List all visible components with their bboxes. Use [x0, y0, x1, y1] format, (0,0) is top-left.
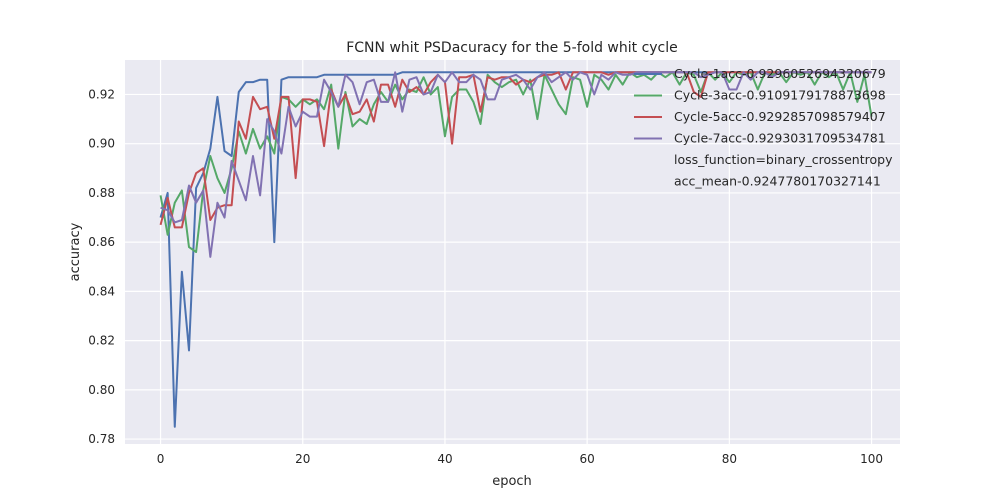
y-tick-label: 0.78 — [88, 432, 115, 446]
y-tick-label: 0.90 — [88, 137, 115, 151]
y-tick-label: 0.80 — [88, 383, 115, 397]
tick-labels: 0 20 40 60 80 100 0.78 0.80 0.82 0.84 0.86 0.88 0.90… — [88, 87, 883, 466]
x-tick-label: 80 — [722, 452, 737, 466]
legend-entry: Cycle-3acc-0.9109179178873698 — [674, 88, 886, 103]
y-tick-label: 0.82 — [88, 334, 115, 348]
legend-note: loss_function=binary_crossentropy — [674, 152, 893, 167]
y-tick-label: 0.84 — [88, 284, 115, 298]
x-tick-label: 60 — [580, 452, 595, 466]
legend-entry: Cycle-5acc-0.9292857098579407 — [674, 109, 886, 124]
legend-entry: Cycle-7acc-0.9293031709534781 — [674, 131, 886, 146]
series-line — [159, 71, 872, 229]
x-tick-label: 40 — [437, 452, 452, 466]
y-tick-label: 0.92 — [88, 87, 115, 101]
series-lines — [159, 71, 873, 428]
series-line — [160, 71, 872, 258]
y-tick-label: 0.86 — [88, 235, 115, 249]
plot-background — [125, 60, 900, 444]
chart-title: FCNN whit PSDacuracy for the 5-fold whit… — [346, 40, 678, 56]
legend-note: acc_mean-0.9247780170327141 — [674, 174, 881, 189]
y-axis-label: accuracy — [68, 222, 83, 281]
x-axis-label: epoch — [492, 474, 532, 489]
x-tick-label: 100 — [860, 452, 883, 466]
x-tick-label: 20 — [295, 452, 310, 466]
legend-entry: Cycle-1acc-0.9296052694320679 — [674, 66, 886, 81]
grid-lines — [125, 60, 900, 444]
x-tick-label: 0 — [157, 452, 165, 466]
y-tick-label: 0.88 — [88, 186, 115, 200]
legend: Cycle-1acc-0.9296052694320679 Cycle-3acc-… — [634, 66, 893, 189]
